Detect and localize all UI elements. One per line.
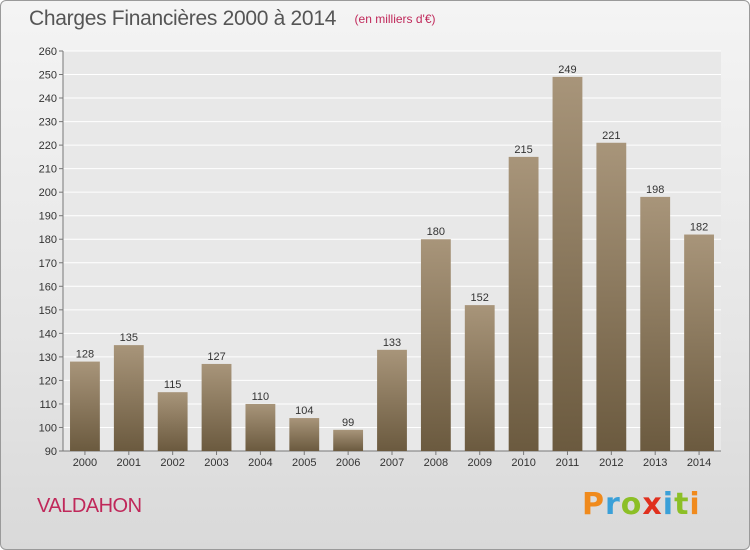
y-tick-label: 240 — [39, 93, 57, 105]
bar-value-label: 152 — [471, 292, 489, 304]
bar-value-label: 110 — [252, 391, 270, 403]
y-tick-label: 120 — [39, 375, 57, 387]
x-tick-label: 2009 — [467, 457, 491, 469]
bar — [464, 305, 495, 451]
proxiti-logo[interactable]: Proxiti — [582, 487, 701, 522]
x-tick-label: 2003 — [204, 457, 228, 469]
bar — [157, 392, 188, 451]
bar-value-label: 180 — [427, 226, 445, 238]
logo-letter: i — [662, 487, 675, 522]
commune-name: VALDAHON — [37, 495, 142, 517]
bar — [377, 349, 407, 451]
y-tick-label: 180 — [39, 234, 57, 246]
x-tick-label: 2010 — [511, 457, 535, 469]
bar-value-label: 249 — [558, 64, 576, 76]
bar — [552, 76, 583, 451]
x-tick-label: 2006 — [336, 457, 360, 469]
y-tick-label: 90 — [45, 446, 57, 458]
x-tick-label: 2014 — [687, 457, 711, 469]
y-tick-label: 210 — [39, 164, 57, 176]
y-tick-label: 230 — [39, 117, 57, 129]
chart-title: Charges Financières 2000 à 2014 — [29, 7, 337, 30]
y-tick-label: 190 — [39, 211, 57, 223]
logo-letter: t — [674, 487, 690, 522]
y-tick-label: 100 — [39, 422, 57, 434]
x-tick-label: 2013 — [643, 457, 667, 469]
x-tick-label: 2002 — [160, 457, 184, 469]
x-tick-label: 2000 — [73, 457, 97, 469]
bar — [70, 361, 100, 451]
bar-value-label: 99 — [342, 417, 354, 429]
x-tick-label: 2008 — [424, 457, 448, 469]
logo-letter: x — [642, 487, 663, 522]
logo-letter: i — [689, 487, 701, 522]
y-tick-label: 160 — [39, 281, 57, 293]
bar-value-label: 221 — [602, 130, 620, 142]
y-tick-label: 260 — [39, 46, 57, 58]
y-tick-label: 170 — [39, 258, 57, 270]
bar — [333, 429, 364, 451]
logo-letter: P — [582, 487, 605, 522]
y-tick-label: 200 — [39, 187, 57, 199]
bar-value-label: 182 — [690, 222, 708, 234]
bar-value-label: 215 — [514, 144, 532, 156]
bar-value-label: 198 — [646, 184, 664, 196]
bar — [684, 234, 714, 451]
logo-letter: r — [605, 487, 621, 522]
y-tick-label: 140 — [39, 328, 57, 340]
bar — [596, 142, 627, 451]
bar-value-label: 128 — [76, 349, 94, 361]
x-tick-label: 2011 — [556, 457, 580, 469]
bar-value-label: 104 — [295, 405, 313, 417]
bar — [113, 345, 144, 451]
bar — [508, 156, 539, 451]
bar — [245, 403, 276, 451]
x-tick-label: 2001 — [117, 457, 141, 469]
bar — [201, 363, 232, 451]
bar-value-label: 115 — [164, 379, 182, 391]
y-tick-label: 110 — [39, 399, 57, 411]
chart-subtitle: (en milliers d'€) — [354, 12, 436, 26]
title-row: Charges Financières 2000 à 2014 (en mill… — [29, 7, 436, 31]
bar-value-label: 135 — [120, 332, 138, 344]
bar-value-label: 133 — [383, 337, 401, 349]
x-tick-label: 2007 — [380, 457, 404, 469]
bar-value-label: 127 — [207, 351, 225, 363]
y-tick-label: 130 — [39, 352, 57, 364]
y-tick-label: 150 — [39, 305, 57, 317]
y-tick-label: 220 — [39, 140, 57, 152]
x-tick-label: 2004 — [248, 457, 272, 469]
x-tick-label: 2005 — [292, 457, 316, 469]
x-tick-label: 2012 — [599, 457, 623, 469]
bar — [289, 418, 320, 451]
logo-letter: o — [620, 487, 643, 522]
y-tick-label: 250 — [39, 70, 57, 82]
bar — [420, 239, 451, 451]
bar — [640, 196, 671, 451]
